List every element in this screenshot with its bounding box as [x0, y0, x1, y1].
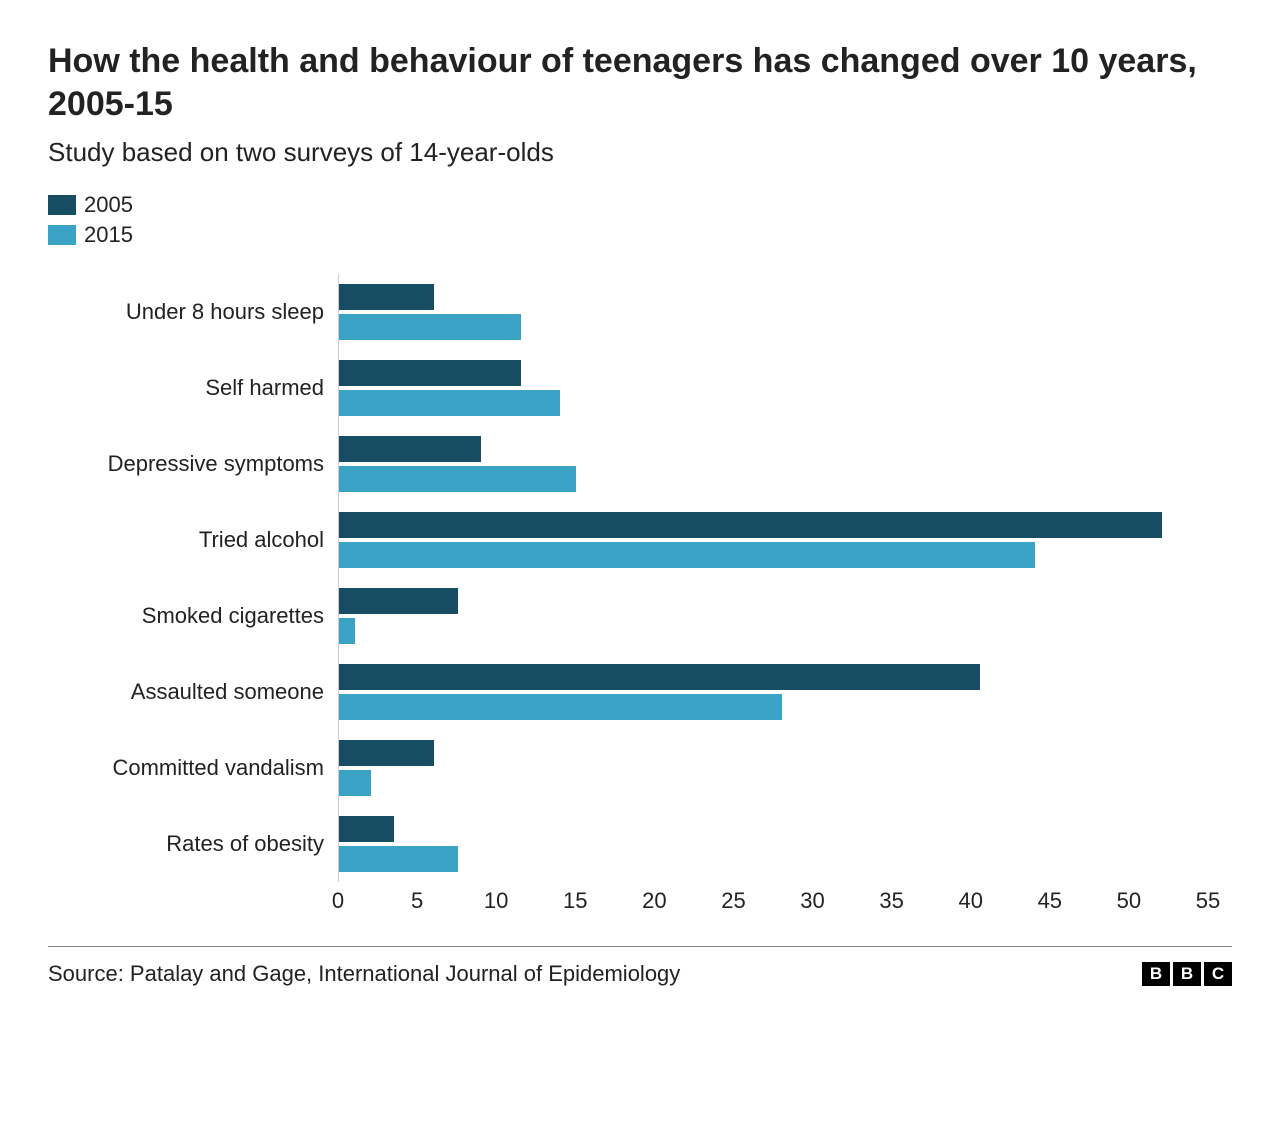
x-axis-tick: 35 — [879, 888, 903, 914]
bar — [339, 694, 782, 720]
chart-row: Under 8 hours sleep — [48, 274, 1232, 350]
legend-item: 2015 — [48, 222, 1232, 248]
x-axis-tick: 40 — [958, 888, 982, 914]
x-axis: 0510152025303540455055 — [338, 888, 1208, 928]
plot-area — [338, 806, 1208, 882]
x-axis-tick: 50 — [1117, 888, 1141, 914]
bar — [339, 390, 560, 416]
bar — [339, 284, 434, 310]
category-label: Rates of obesity — [48, 806, 338, 882]
chart-subtitle: Study based on two surveys of 14-year-ol… — [48, 137, 1232, 168]
plot-area — [338, 350, 1208, 426]
source-text: Source: Patalay and Gage, International … — [48, 961, 680, 987]
plot-area — [338, 274, 1208, 350]
x-axis-tick: 55 — [1196, 888, 1220, 914]
category-label: Assaulted someone — [48, 654, 338, 730]
bbc-logo: BBC — [1142, 962, 1232, 986]
bar — [339, 740, 434, 766]
bar — [339, 618, 355, 644]
legend-label: 2005 — [84, 192, 133, 218]
chart-row: Committed vandalism — [48, 730, 1232, 806]
bar — [339, 360, 521, 386]
bbc-logo-letter: B — [1173, 962, 1201, 986]
bar — [339, 436, 481, 462]
x-axis-tick: 20 — [642, 888, 666, 914]
chart-row: Self harmed — [48, 350, 1232, 426]
bbc-logo-letter: B — [1142, 962, 1170, 986]
chart-row: Smoked cigarettes — [48, 578, 1232, 654]
category-label: Under 8 hours sleep — [48, 274, 338, 350]
category-label: Committed vandalism — [48, 730, 338, 806]
category-label: Tried alcohol — [48, 502, 338, 578]
bar — [339, 314, 521, 340]
bar — [339, 512, 1162, 538]
legend-item: 2005 — [48, 192, 1232, 218]
x-axis-tick: 30 — [800, 888, 824, 914]
plot-area — [338, 578, 1208, 654]
x-axis-tick: 15 — [563, 888, 587, 914]
legend-swatch — [48, 195, 76, 215]
bar — [339, 846, 458, 872]
chart-title: How the health and behaviour of teenager… — [48, 40, 1232, 125]
bar — [339, 542, 1035, 568]
chart-footer: Source: Patalay and Gage, International … — [48, 946, 1232, 987]
chart-row: Tried alcohol — [48, 502, 1232, 578]
bar — [339, 770, 371, 796]
plot-area — [338, 730, 1208, 806]
category-label: Smoked cigarettes — [48, 578, 338, 654]
chart: Under 8 hours sleepSelf harmedDepressive… — [48, 274, 1232, 928]
x-axis-tick: 45 — [1038, 888, 1062, 914]
plot-area — [338, 502, 1208, 578]
legend: 2005 2015 — [48, 192, 1232, 248]
bar — [339, 588, 458, 614]
x-axis-tick: 25 — [721, 888, 745, 914]
chart-row: Rates of obesity — [48, 806, 1232, 882]
x-axis-tick: 10 — [484, 888, 508, 914]
x-axis-tick: 5 — [411, 888, 423, 914]
plot-area — [338, 426, 1208, 502]
bbc-logo-letter: C — [1204, 962, 1232, 986]
bar — [339, 664, 980, 690]
plot-area — [338, 654, 1208, 730]
bar — [339, 466, 576, 492]
chart-row: Assaulted someone — [48, 654, 1232, 730]
chart-row: Depressive symptoms — [48, 426, 1232, 502]
x-axis-tick: 0 — [332, 888, 344, 914]
category-label: Self harmed — [48, 350, 338, 426]
bar — [339, 816, 394, 842]
legend-swatch — [48, 225, 76, 245]
legend-label: 2015 — [84, 222, 133, 248]
category-label: Depressive symptoms — [48, 426, 338, 502]
